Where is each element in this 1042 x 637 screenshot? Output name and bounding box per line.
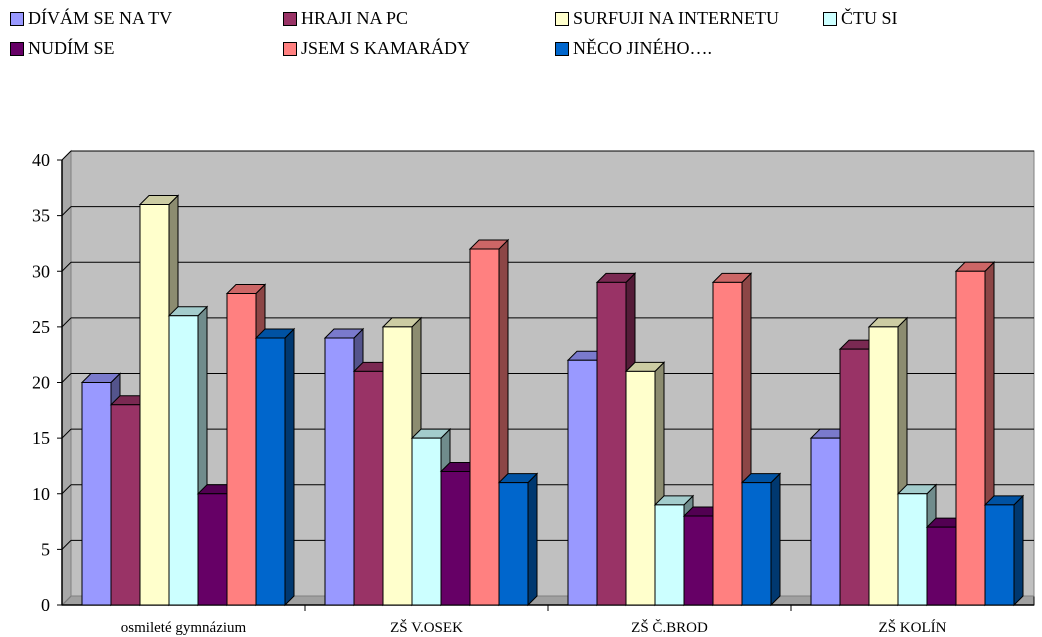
legend-item: ČTU SI — [823, 8, 898, 29]
bar-front — [868, 326, 899, 606]
bar-front — [168, 315, 199, 606]
gridline — [61, 317, 72, 328]
bar-front — [139, 204, 170, 606]
bar-front — [683, 515, 714, 606]
bar-front — [226, 293, 257, 606]
gridline — [61, 261, 72, 272]
legend-swatch — [10, 41, 24, 56]
bar — [167, 305, 209, 607]
y-tick-label: 5 — [41, 539, 50, 559]
legend-label: JSEM S KAMARÁDY — [301, 38, 471, 58]
bar-front — [567, 359, 598, 606]
legend-item: SURFUJI NA INTERNETU — [555, 8, 779, 29]
bar — [896, 483, 938, 607]
bar-front — [81, 382, 112, 606]
legend-swatch — [555, 11, 569, 26]
bar — [740, 472, 782, 607]
bar-side — [770, 472, 781, 607]
bar-front — [625, 370, 656, 606]
legend-item: NĚCO JINÉHO…. — [555, 38, 712, 59]
legend-label: ČTU SI — [841, 8, 898, 28]
y-tick-label: 15 — [32, 428, 50, 448]
y-tick-label: 0 — [41, 595, 50, 615]
bar-front — [810, 437, 841, 606]
x-tick-label: ZŠ KOLÍN — [879, 619, 947, 636]
bar-front — [926, 526, 957, 606]
bar-side — [527, 472, 538, 607]
bar-front — [197, 493, 228, 606]
legend-label: NUDÍM SE — [28, 38, 115, 58]
legend-swatch — [283, 41, 297, 56]
legend-swatch — [283, 11, 297, 26]
bar-front — [897, 493, 928, 606]
legend-label: SURFUJI NA INTERNETU — [573, 8, 780, 28]
gridline — [61, 428, 72, 439]
gridline — [61, 206, 72, 216]
bar-front — [382, 326, 413, 606]
bar-front — [469, 248, 500, 606]
bar-front — [353, 370, 384, 606]
legend-item: NUDÍM SE — [10, 38, 115, 59]
legend-swatch — [10, 11, 24, 26]
gridline — [61, 540, 72, 550]
y-tick-label: 25 — [32, 317, 50, 337]
gridline — [61, 150, 72, 161]
bar-front — [955, 270, 986, 606]
y-tick-label: 35 — [32, 206, 50, 226]
x-tick-label: osmileté gymnázium — [121, 620, 247, 636]
chart-legend: DÍVÁM SE NA TV HRAJI NA PC SURFUJI NA INTE… — [10, 8, 1040, 80]
y-tick-label: 40 — [32, 150, 50, 170]
legend-swatch — [823, 11, 837, 26]
bar — [497, 472, 539, 607]
bar — [254, 327, 296, 607]
bar-front — [741, 482, 772, 606]
legend-label: DÍVÁM SE NA TV — [28, 8, 173, 28]
bar-front — [498, 482, 529, 606]
bar-front — [839, 348, 870, 606]
y-tick-label: 10 — [32, 484, 50, 504]
bar-front — [654, 504, 685, 606]
legend-swatch — [555, 41, 569, 56]
gridline — [61, 373, 72, 383]
bar-side — [1013, 494, 1024, 607]
y-tick-label: 20 — [32, 373, 50, 393]
x-tick-label: ZŠ V.OSEK — [390, 619, 463, 636]
legend-label: NĚCO JINÉHO…. — [573, 38, 712, 58]
bar-front — [110, 404, 141, 606]
bar-front — [255, 337, 286, 606]
bar — [983, 494, 1025, 607]
bar-front — [411, 437, 442, 606]
bar-front — [440, 471, 471, 606]
bar-front — [984, 504, 1015, 606]
legend-item: HRAJI NA PC — [283, 8, 408, 29]
legend-item: JSEM S KAMARÁDY — [283, 38, 470, 59]
y-tick-label: 30 — [32, 261, 50, 281]
bar-side — [284, 327, 295, 607]
legend-item: DÍVÁM SE NA TV — [10, 8, 172, 29]
bar-front — [596, 281, 627, 606]
x-tick-label: ZŠ Č.BROD — [631, 619, 708, 636]
legend-label: HRAJI NA PC — [301, 8, 409, 28]
bar-front — [324, 337, 355, 606]
bar-front — [712, 281, 743, 606]
gridline — [61, 484, 72, 495]
